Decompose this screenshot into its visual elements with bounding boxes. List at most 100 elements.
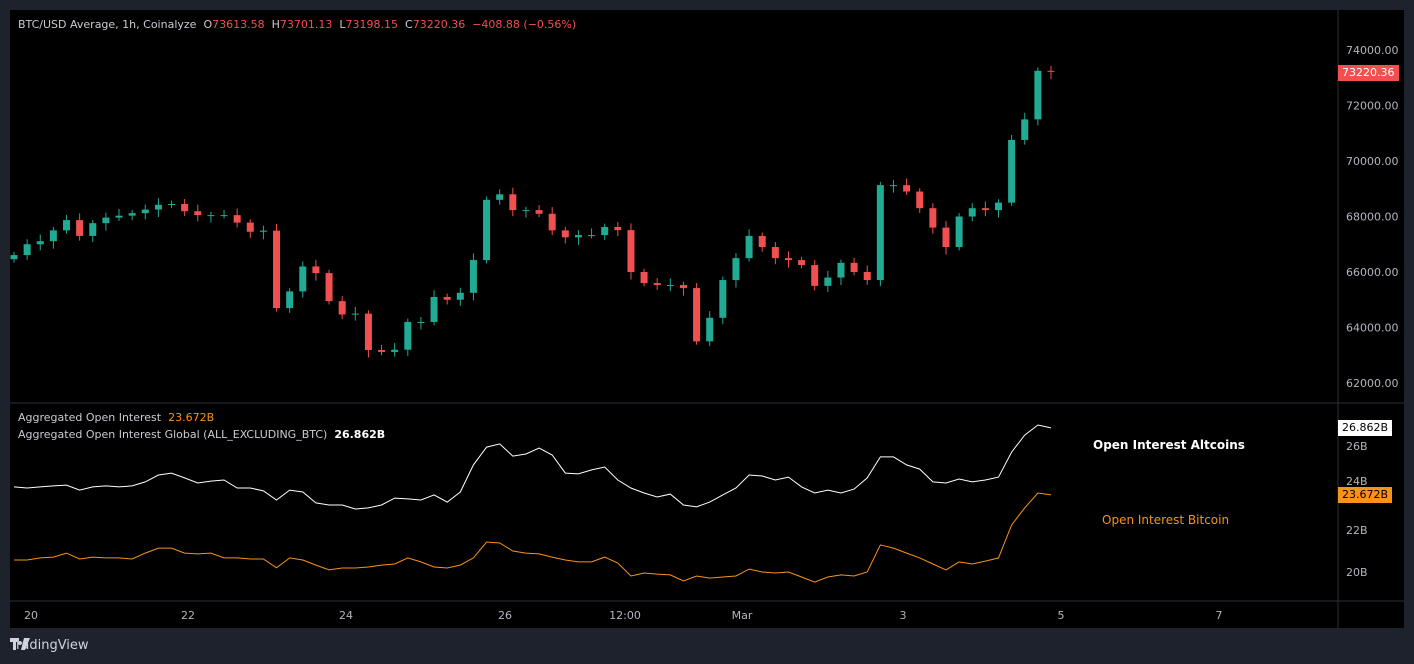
time-tick-label: 5 — [1058, 609, 1065, 622]
candle — [404, 318, 412, 356]
candle-body — [1021, 119, 1029, 140]
candle — [273, 223, 281, 312]
candle — [719, 276, 727, 324]
high-value: 73701.13 — [279, 18, 333, 31]
chart-canvas[interactable]: 74000.00 72000.00 70000.00 68000.00 66000.00… — [10, 10, 1404, 628]
candle-body — [968, 208, 976, 217]
candle — [364, 310, 372, 358]
candle-body — [811, 265, 819, 286]
candle-body — [299, 266, 307, 292]
candle-body — [325, 273, 333, 302]
candle-body — [259, 230, 267, 232]
open-value: 73613.58 — [212, 18, 265, 31]
close-label: C — [405, 18, 413, 31]
oi-tick-label: 20B — [1346, 566, 1368, 579]
oi-tick-label: 24B — [1346, 475, 1368, 488]
candle — [246, 219, 254, 238]
bitcoin-annotation: Open Interest Bitcoin — [1102, 513, 1230, 527]
candle — [49, 227, 57, 249]
candle — [378, 344, 386, 356]
candle — [561, 227, 569, 244]
candle-body — [653, 283, 661, 286]
candle-body — [430, 296, 438, 322]
candle-body — [115, 215, 123, 218]
candle-body — [771, 247, 779, 259]
candle — [837, 259, 845, 286]
oi-alt-legend[interactable]: Aggregated Open Interest Global (ALL_EXC… — [18, 428, 385, 441]
time-axis[interactable]: 20 22 24 26 12:00 Mar 3 5 7 — [24, 609, 1223, 622]
candle-body — [889, 185, 897, 187]
price-tick-label: 62000.00 — [1346, 377, 1399, 390]
brand-name: TradingView — [10, 638, 89, 653]
candle — [417, 316, 425, 330]
candle — [1021, 112, 1029, 145]
candle-body — [994, 202, 1002, 211]
candle-body — [246, 222, 254, 232]
candle-body — [207, 215, 215, 217]
time-tick-label: 3 — [900, 609, 907, 622]
candle-body — [981, 208, 989, 211]
candle-body — [955, 216, 963, 248]
candle — [850, 257, 858, 276]
candle — [994, 199, 1002, 218]
candle-body — [443, 296, 451, 300]
candle-body — [338, 301, 346, 315]
price-tick-label: 64000.00 — [1346, 322, 1399, 335]
candle — [522, 206, 530, 218]
oi-btc-value: 23.672B — [168, 411, 215, 424]
candle-body — [220, 215, 228, 217]
oi-alt-value: 26.862B — [334, 428, 386, 441]
candle-body — [522, 210, 530, 212]
time-tick-label: 26 — [498, 609, 512, 622]
candle — [601, 223, 609, 240]
candle-body — [456, 292, 464, 300]
candle-body — [574, 235, 582, 238]
candle-body — [706, 317, 714, 342]
price-tick-label: 72000.00 — [1346, 100, 1399, 113]
candle-body — [10, 255, 18, 260]
high-label: H — [271, 18, 280, 31]
candle-body — [49, 230, 57, 242]
candle-body — [535, 210, 543, 214]
candle — [115, 209, 123, 221]
candle-body — [89, 223, 97, 236]
candle-body — [1047, 70, 1055, 72]
candle — [574, 230, 582, 245]
candle-body — [824, 277, 832, 286]
oi-axis[interactable]: 26B 24B 22B 20B — [1346, 440, 1368, 579]
candle — [443, 293, 451, 305]
candle — [63, 215, 71, 234]
candle-body — [63, 220, 71, 231]
candle-body — [168, 204, 176, 206]
candle-body — [627, 230, 635, 272]
oi-bitcoin-line — [14, 492, 1052, 583]
candle — [784, 251, 792, 268]
candle — [338, 296, 346, 320]
candle — [1047, 65, 1055, 80]
candle — [141, 204, 149, 220]
candle-body — [233, 215, 241, 223]
candle — [168, 200, 176, 209]
candle — [955, 213, 963, 251]
chart-panel[interactable]: 74000.00 72000.00 70000.00 68000.00 66000.00… — [10, 10, 1404, 628]
candle — [509, 187, 517, 217]
candle-body — [391, 349, 399, 352]
price-axis[interactable]: 74000.00 72000.00 70000.00 68000.00 66000.00… — [1346, 44, 1399, 390]
candle-body — [876, 185, 884, 281]
candle-body — [378, 349, 386, 352]
symbol-legend[interactable]: BTC/USD Average, 1h, Coinalyze O73613.58… — [18, 18, 576, 31]
oi-btc-legend[interactable]: Aggregated Open Interest 23.672B — [18, 411, 214, 424]
candle-body — [666, 285, 674, 287]
oi-btc-last-tag: 23.672B — [1338, 487, 1393, 503]
candle — [36, 234, 44, 251]
candle — [535, 205, 543, 218]
candle-body — [614, 227, 622, 231]
time-tick-label: 20 — [24, 609, 38, 622]
candle-body — [942, 227, 950, 248]
oi-tick-label: 22B — [1346, 524, 1368, 537]
candle-body — [23, 244, 31, 256]
tradingview-logo[interactable]: TradingView — [10, 638, 89, 653]
candle-body — [181, 204, 189, 212]
candle-body — [76, 220, 84, 236]
candle — [942, 220, 950, 255]
